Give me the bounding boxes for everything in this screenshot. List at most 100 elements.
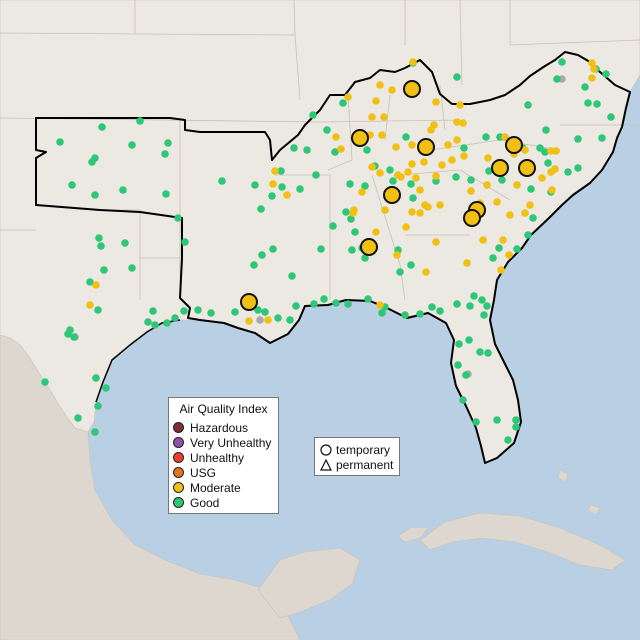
good-monitor bbox=[348, 246, 356, 254]
good-monitor bbox=[466, 302, 474, 310]
moderate-monitor bbox=[332, 133, 340, 141]
moderate-temporary-monitor bbox=[463, 209, 481, 227]
good-monitor bbox=[97, 242, 105, 250]
moderate-monitor bbox=[526, 201, 534, 209]
region-outline bbox=[35, 51, 631, 464]
moderate-monitor bbox=[349, 209, 357, 217]
good-monitor bbox=[128, 141, 136, 149]
good-monitor bbox=[268, 192, 276, 200]
good-monitor bbox=[361, 254, 369, 262]
moderate-monitor bbox=[479, 236, 487, 244]
good-monitor bbox=[513, 245, 521, 253]
good-monitor bbox=[320, 295, 328, 303]
good-monitor bbox=[254, 306, 262, 314]
good-monitor bbox=[495, 244, 503, 252]
moderate-monitor bbox=[92, 281, 100, 289]
very-unhealthy-swatch-icon bbox=[173, 437, 184, 448]
good-monitor bbox=[452, 173, 460, 181]
good-monitor bbox=[91, 191, 99, 199]
good-monitor bbox=[401, 311, 409, 319]
moderate-monitor bbox=[453, 118, 461, 126]
good-monitor bbox=[70, 333, 78, 341]
moderate-monitor bbox=[412, 174, 420, 182]
good-monitor bbox=[261, 308, 269, 316]
good-monitor bbox=[151, 321, 159, 329]
moderate-monitor bbox=[506, 211, 514, 219]
legend-row-very-unhealthy: Very Unhealthy bbox=[173, 435, 271, 450]
monitor-type-legend: temporary permanent bbox=[314, 437, 400, 476]
moderate-monitor bbox=[376, 169, 384, 177]
good-monitor bbox=[574, 135, 582, 143]
good-monitor bbox=[467, 176, 475, 184]
good-monitor bbox=[128, 264, 136, 272]
good-monitor bbox=[288, 272, 296, 280]
moderate-monitor bbox=[427, 126, 435, 134]
good-monitor bbox=[364, 295, 372, 303]
legend-row-unhealthy: Unhealthy bbox=[173, 450, 244, 465]
unhealthy-swatch-icon bbox=[173, 452, 184, 463]
good-monitor bbox=[164, 139, 172, 147]
good-monitor bbox=[489, 254, 497, 262]
moderate-temporary-monitor bbox=[505, 136, 523, 154]
moderate-monitor bbox=[376, 301, 384, 309]
good-monitor bbox=[277, 167, 285, 175]
moderate-monitor bbox=[493, 198, 501, 206]
moderate-monitor bbox=[436, 201, 444, 209]
good-monitor bbox=[378, 309, 386, 317]
legend-row-moderate: Moderate bbox=[173, 480, 241, 495]
moderate-temporary-monitor bbox=[518, 159, 536, 177]
good-monitor bbox=[290, 144, 298, 152]
moderate-monitor bbox=[521, 146, 529, 154]
moderate-monitor bbox=[459, 119, 467, 127]
moderate-monitor bbox=[432, 238, 440, 246]
good-monitor bbox=[512, 423, 520, 431]
good-monitor bbox=[472, 418, 480, 426]
good-monitor bbox=[455, 340, 463, 348]
good-monitor bbox=[529, 214, 537, 222]
moderate-monitor bbox=[408, 160, 416, 168]
legend-label-very-unhealthy: Very Unhealthy bbox=[190, 435, 272, 450]
moderate-temporary-monitor bbox=[240, 293, 258, 311]
moderate-monitor bbox=[402, 223, 410, 231]
good-monitor bbox=[317, 245, 325, 253]
good-monitor bbox=[524, 231, 532, 239]
legend-row-good: Good bbox=[173, 495, 219, 510]
good-monitor bbox=[584, 99, 592, 107]
moderate-monitor bbox=[271, 167, 279, 175]
good-monitor bbox=[536, 144, 544, 152]
moderate-monitor bbox=[505, 251, 513, 259]
moderate-monitor bbox=[453, 136, 461, 144]
good-monitor bbox=[485, 167, 493, 175]
moderate-monitor bbox=[372, 97, 380, 105]
moderate-monitor bbox=[538, 174, 546, 182]
good-monitor bbox=[86, 278, 94, 286]
good-monitor bbox=[250, 261, 258, 269]
good-monitor bbox=[162, 190, 170, 198]
good-monitor bbox=[459, 396, 467, 404]
hazardous-swatch-icon bbox=[173, 422, 184, 433]
good-monitor bbox=[163, 319, 171, 327]
state-borders bbox=[0, 0, 640, 301]
good-monitor bbox=[428, 303, 436, 311]
good-monitor bbox=[462, 371, 470, 379]
moderate-monitor bbox=[499, 236, 507, 244]
moderate-monitor bbox=[438, 161, 446, 169]
moderate-monitor bbox=[590, 65, 598, 73]
good-monitor bbox=[542, 126, 550, 134]
good-monitor bbox=[95, 234, 103, 242]
good-monitor bbox=[149, 307, 157, 315]
monitor-dots-layer bbox=[41, 58, 615, 444]
good-monitor bbox=[292, 302, 300, 310]
good-monitor bbox=[312, 171, 320, 179]
good-monitor bbox=[484, 349, 492, 357]
moderate-monitor bbox=[368, 113, 376, 121]
moderate-monitor bbox=[393, 251, 401, 259]
land-cuba bbox=[419, 512, 626, 571]
good-monitor bbox=[460, 144, 468, 152]
good-monitor bbox=[409, 194, 417, 202]
moderate-monitor bbox=[588, 59, 596, 67]
legend-label-permanent: permanent bbox=[336, 457, 394, 472]
good-monitor bbox=[389, 177, 397, 185]
good-monitor bbox=[402, 133, 410, 141]
